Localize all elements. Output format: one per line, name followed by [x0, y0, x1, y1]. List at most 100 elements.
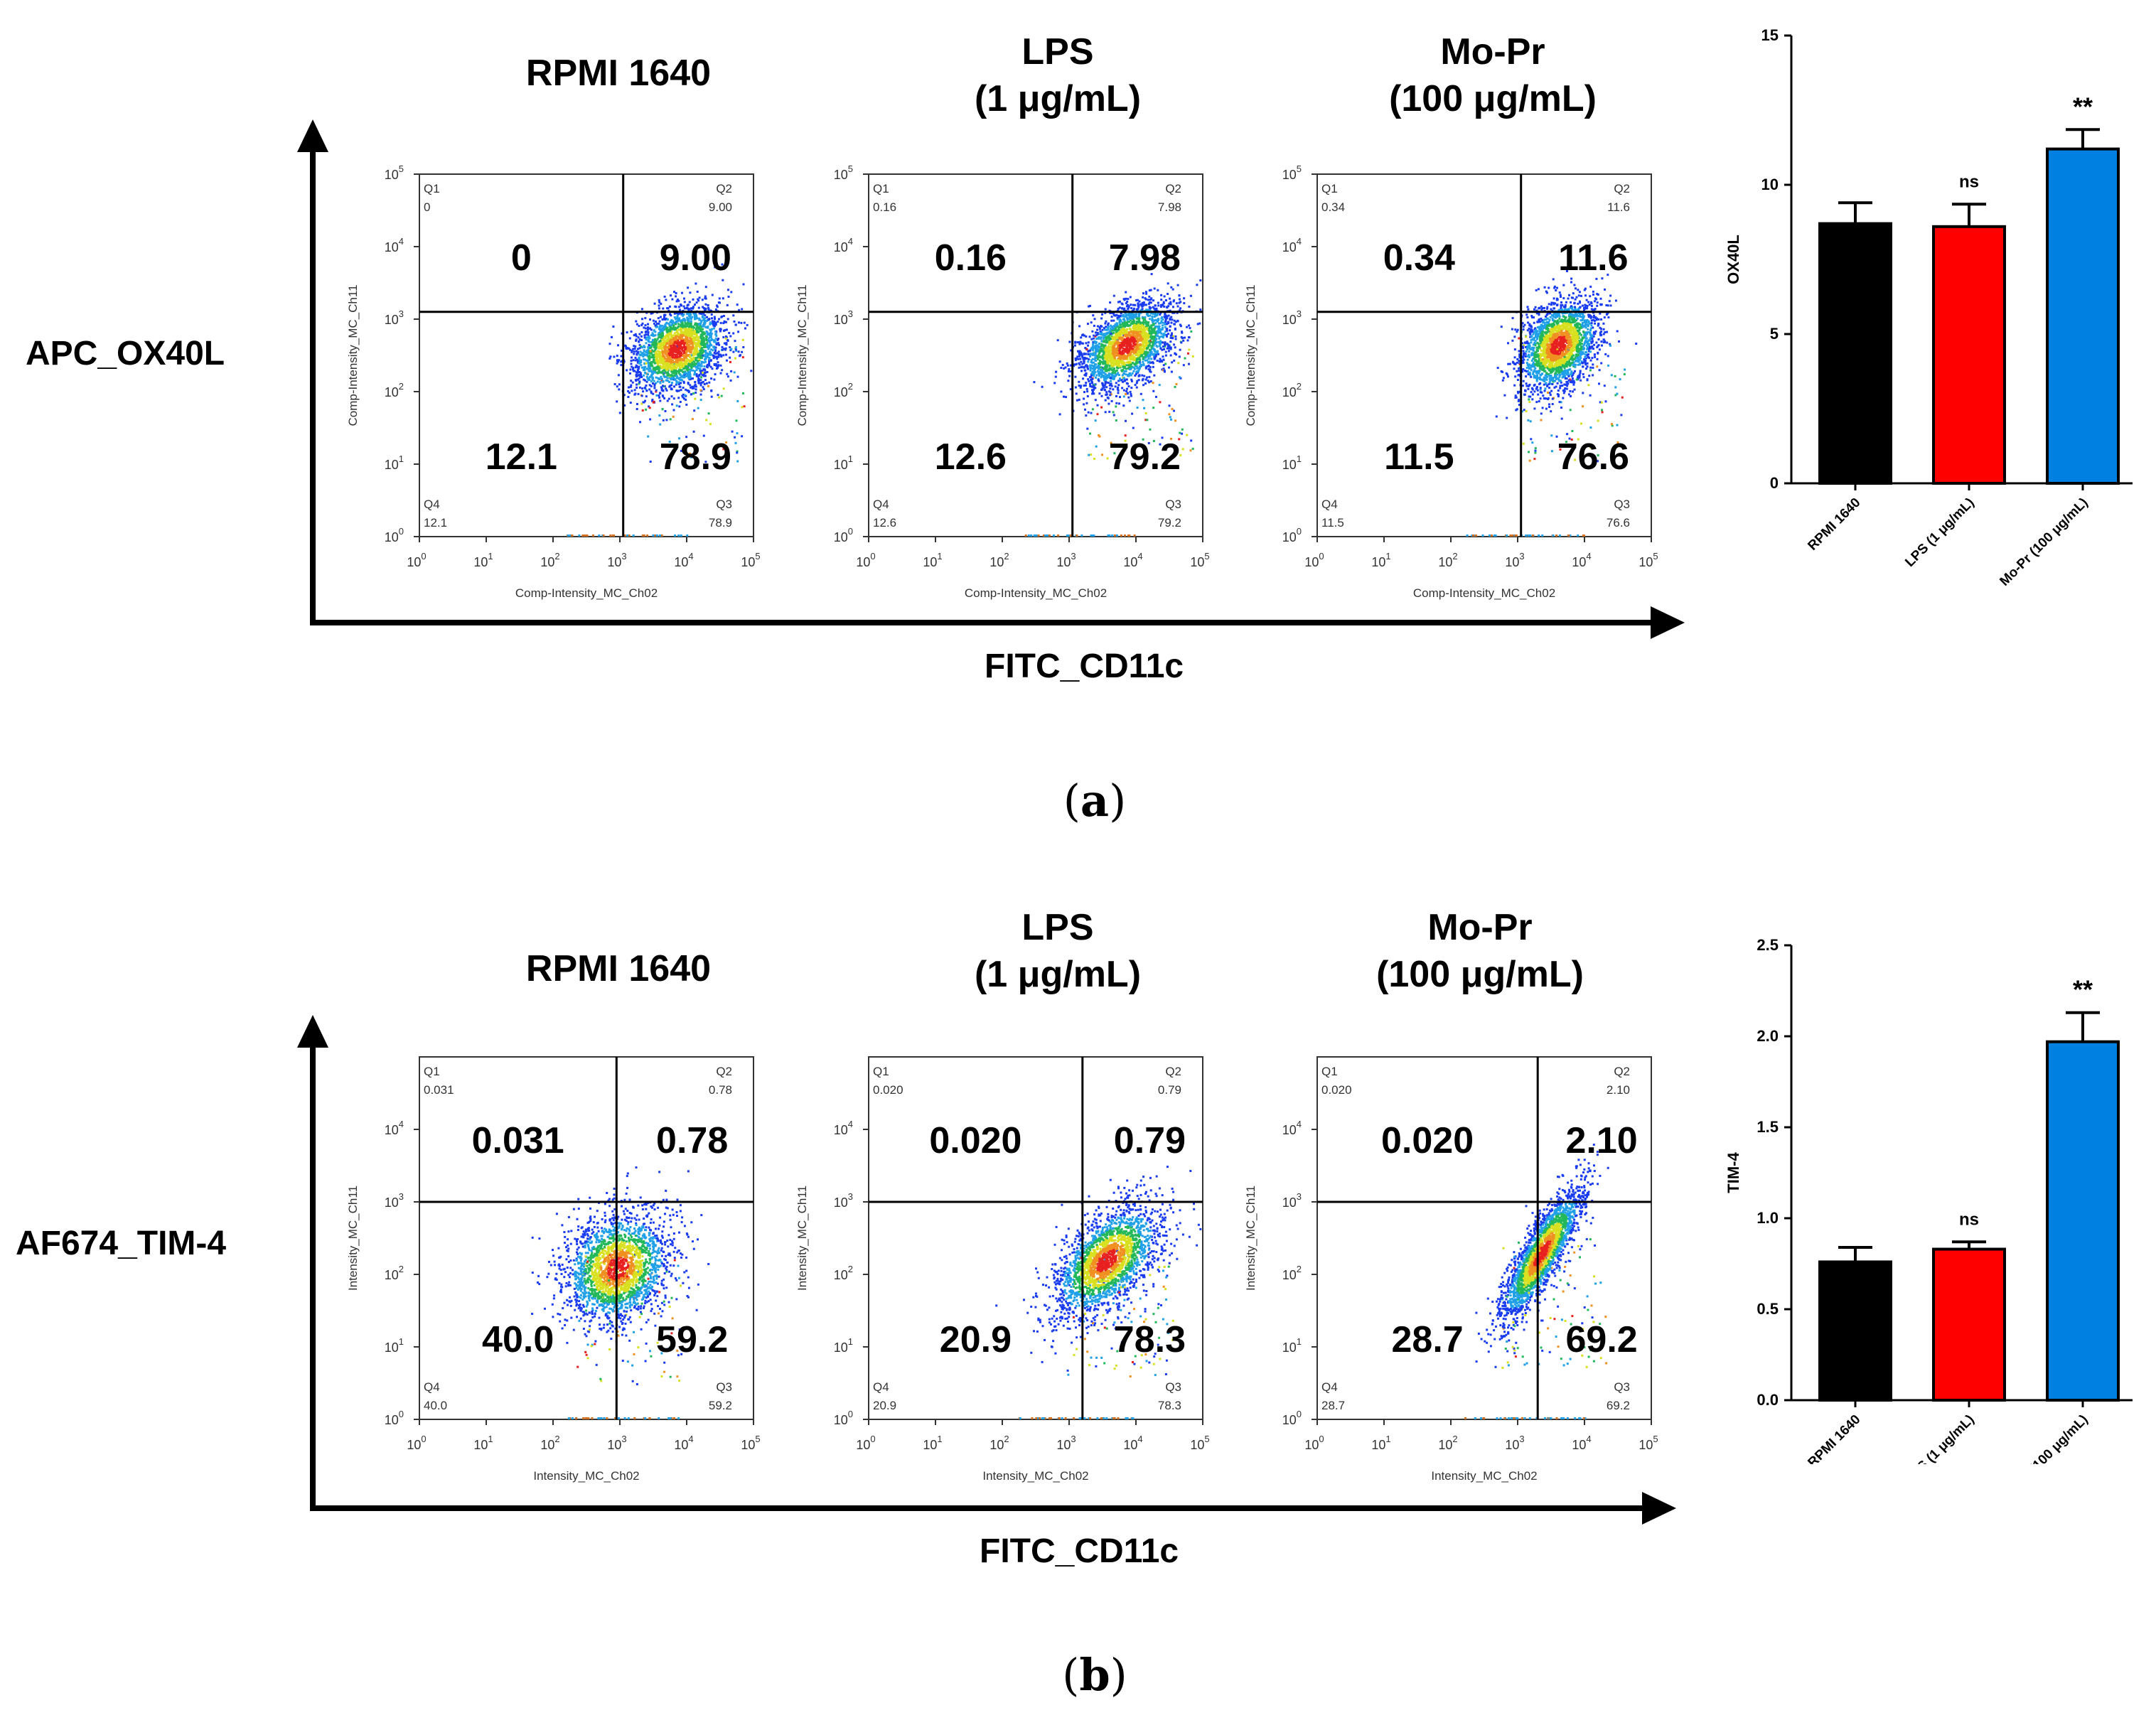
event-dot — [675, 366, 677, 369]
event-dot — [1132, 339, 1135, 341]
event-dot — [650, 352, 653, 355]
event-dot — [1123, 367, 1125, 370]
event-dot — [716, 358, 719, 360]
event-dot — [705, 382, 708, 385]
event-dot — [1129, 361, 1132, 364]
event-dot — [1148, 306, 1151, 308]
event-dot — [1167, 343, 1169, 346]
event-dot — [681, 331, 684, 334]
event-dot — [1136, 348, 1139, 350]
event-dot — [645, 333, 648, 336]
event-dot — [635, 335, 638, 338]
event-dot — [1091, 361, 1094, 364]
event-dot — [663, 340, 666, 343]
event-dot — [690, 320, 692, 323]
event-dot — [1174, 328, 1176, 331]
event-dot — [719, 364, 722, 367]
event-dot — [721, 369, 724, 372]
y-tick-exponent: 0 — [848, 526, 853, 537]
event-dot — [648, 335, 650, 338]
event-dot — [1122, 315, 1125, 318]
q3-tag: Q3 — [716, 498, 732, 511]
condition-line1: Mo-Pr — [1440, 31, 1545, 72]
event-dot — [657, 317, 660, 320]
event-dot — [1130, 330, 1133, 333]
event-dot — [706, 319, 709, 322]
event-dot — [707, 303, 709, 306]
event-dot — [734, 346, 737, 348]
event-dot — [1165, 299, 1167, 301]
event-dot — [1181, 331, 1184, 334]
event-dot — [722, 322, 725, 325]
event-dot — [1080, 336, 1083, 339]
event-dot — [702, 307, 705, 309]
event-dot — [701, 335, 704, 338]
event-dot — [1115, 337, 1117, 340]
event-dot — [1142, 292, 1144, 295]
x-tick-label: 102 — [989, 551, 1009, 569]
event-dot — [648, 370, 650, 372]
event-dot — [1091, 392, 1094, 395]
event-dot — [1128, 399, 1131, 402]
event-dot — [1142, 340, 1145, 343]
event-dot — [1046, 534, 1049, 537]
event-dot — [1110, 356, 1112, 359]
event-dot — [1037, 534, 1040, 537]
event-dot — [1132, 340, 1135, 343]
event-dot — [638, 357, 640, 360]
event-dot — [1139, 346, 1142, 349]
event-dot — [1103, 351, 1105, 353]
event-dot — [1101, 313, 1104, 316]
event-dot — [1123, 323, 1126, 326]
event-dot — [673, 344, 676, 347]
event-dot — [1085, 387, 1088, 390]
event-dot — [1092, 370, 1095, 372]
event-dot — [1161, 348, 1164, 351]
event-dot — [1161, 360, 1164, 363]
event-dot — [699, 382, 702, 385]
event-dot — [649, 327, 652, 330]
y-tick-exponent: 5 — [399, 163, 404, 174]
event-dot — [685, 355, 688, 358]
event-dot — [1078, 380, 1080, 383]
event-dot — [1098, 346, 1101, 349]
event-dot — [1137, 370, 1140, 372]
event-dot — [1089, 364, 1092, 367]
event-dot — [668, 441, 671, 444]
event-dot — [1112, 331, 1115, 334]
event-dot — [1152, 299, 1155, 302]
event-dot — [658, 331, 661, 334]
event-dot — [1141, 330, 1143, 333]
event-dot — [677, 397, 680, 399]
event-dot — [1130, 312, 1132, 315]
event-dot — [630, 384, 633, 387]
event-dot — [676, 389, 679, 392]
event-dot — [1091, 358, 1094, 360]
event-dot — [660, 377, 663, 380]
event-dot — [1095, 349, 1097, 352]
event-dot — [1140, 326, 1143, 329]
event-dot — [1123, 370, 1126, 372]
event-dot — [1110, 319, 1113, 322]
event-dot — [1130, 322, 1132, 325]
event-dot — [1112, 377, 1115, 380]
event-dot — [635, 386, 638, 389]
event-dot — [683, 376, 686, 379]
event-dot — [1125, 350, 1128, 353]
event-dot — [663, 397, 666, 399]
event-dot — [1181, 432, 1184, 435]
event-dot — [1089, 432, 1091, 435]
event-dot — [1101, 366, 1104, 369]
event-dot — [648, 388, 651, 391]
event-dot — [618, 412, 621, 414]
event-dot — [676, 314, 679, 317]
event-dot — [642, 355, 645, 358]
event-dot — [1159, 322, 1162, 325]
event-dot — [1108, 334, 1110, 337]
event-dot — [1150, 338, 1153, 340]
event-dot — [1083, 397, 1085, 400]
event-dot — [706, 366, 709, 369]
event-dot — [691, 360, 694, 363]
q4-value: 12.1 — [486, 436, 557, 478]
event-dot — [1103, 384, 1106, 387]
